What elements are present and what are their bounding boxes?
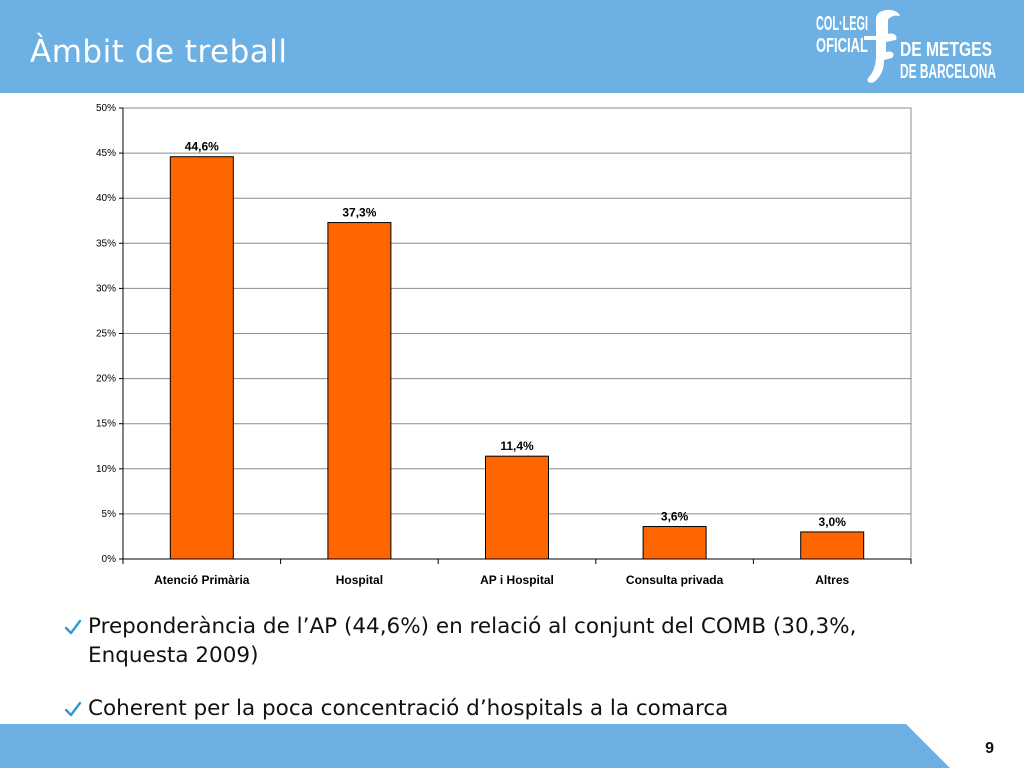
data-label: 11,4% (500, 439, 534, 453)
check-icon (64, 619, 82, 635)
x-tick-label: Altres (815, 573, 849, 587)
y-tick-label: 30% (96, 283, 116, 294)
x-tick-label: Atenció Primària (154, 573, 250, 587)
y-tick-label: 25% (96, 329, 116, 340)
bullet-item-1: Preponderància de l’AP (44,6%) en relaci… (62, 612, 962, 670)
bar-chart: 0% 5% 10% 15% 20% 25% 30% 35% 40% 45% 50% 44,6% Aten… (96, 103, 912, 587)
logo-text-line4: DE BARCELONA (900, 61, 996, 83)
chart: 0% 5% 10% 15% 20% 25% 30% 35% 40% 45% 50% 44,6% Aten… (84, 100, 924, 590)
y-tick-label: 50% (96, 103, 116, 114)
slide-title: Àmbit de treball (30, 34, 288, 70)
x-tick-label: AP i Hospital (480, 573, 554, 587)
y-tick-label: 35% (96, 238, 116, 249)
x-tick-label: Consulta privada (626, 573, 724, 587)
y-tick-label: 10% (96, 464, 116, 475)
logo-text-line3: DE METGES (900, 39, 992, 61)
bar (327, 222, 392, 560)
data-label: 44,6% (185, 140, 219, 154)
y-tick-label: 20% (96, 374, 116, 385)
bullet-text-1: Preponderància de l’AP (44,6%) en relaci… (88, 614, 857, 668)
comb-logo: COL·LEGI OFICIAL DE METGES DE BARCELONA (812, 6, 1002, 88)
bar (642, 526, 707, 560)
bullet-text-2: Coherent per la poca concentració d’hosp… (88, 696, 729, 721)
y-tick-label: 45% (96, 148, 116, 159)
x-tick-label: Hospital (336, 573, 383, 587)
y-tick-label: 15% (96, 419, 116, 430)
bullet-item-2: Coherent per la poca concentració d’hosp… (62, 694, 962, 723)
page-number: 9 (985, 740, 994, 757)
data-label: 3,6% (661, 510, 689, 524)
y-tick-label: 5% (102, 509, 117, 520)
slide-header: Àmbit de treball COL·LEGI OFICIAL DE MET… (0, 0, 1024, 93)
bullet-list: Preponderància de l’AP (44,6%) en relaci… (62, 612, 962, 723)
footer-band (0, 724, 950, 768)
bar (800, 531, 865, 560)
y-tick-label: 40% (96, 193, 116, 204)
check-icon (64, 701, 82, 717)
y-tick-label: 0% (102, 554, 117, 565)
logo-text-line2: OFICIAL (816, 35, 868, 57)
bar (169, 156, 234, 560)
comb-logo-graphic: COL·LEGI OFICIAL DE METGES DE BARCELONA (816, 9, 996, 83)
bar (485, 455, 549, 560)
data-label: 37,3% (342, 206, 376, 220)
slide-footer: 9 (0, 724, 1024, 768)
data-label: 3,0% (819, 515, 847, 529)
logo-text-line1: COL·LEGI (816, 13, 868, 35)
logo-emblem-icon (864, 9, 900, 83)
